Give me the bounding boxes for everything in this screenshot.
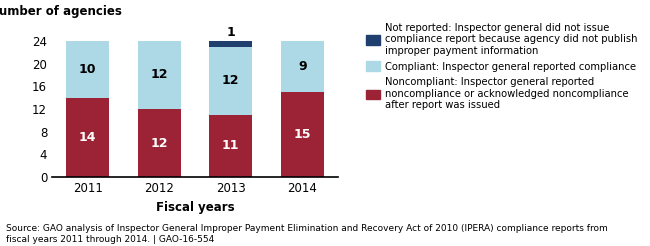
Text: 15: 15 [294, 128, 311, 141]
Text: 14: 14 [79, 131, 96, 144]
Text: 12: 12 [222, 74, 239, 87]
Text: 9: 9 [298, 60, 307, 73]
Bar [281, 41, 324, 92]
Text: 12: 12 [151, 68, 168, 81]
Bar [66, 98, 109, 177]
Bar [66, 41, 109, 98]
X-axis label: Fiscal years: Fiscal years [156, 200, 234, 214]
Bar [209, 115, 252, 177]
Text: Number of agencies: Number of agencies [0, 5, 122, 18]
Bar [209, 46, 252, 115]
Bar [209, 41, 252, 46]
Text: 10: 10 [79, 63, 96, 76]
Text: 11: 11 [222, 139, 239, 152]
Legend: Not reported: Inspector general did not issue
compliance report because agency d: Not reported: Inspector general did not … [366, 23, 638, 110]
Text: Source: GAO analysis of Inspector General Improper Payment Elimination and Recov: Source: GAO analysis of Inspector Genera… [6, 224, 608, 244]
Bar [138, 109, 181, 177]
Text: 1: 1 [226, 26, 235, 39]
Bar [281, 92, 324, 177]
Text: 12: 12 [151, 137, 168, 150]
Bar [138, 41, 181, 109]
